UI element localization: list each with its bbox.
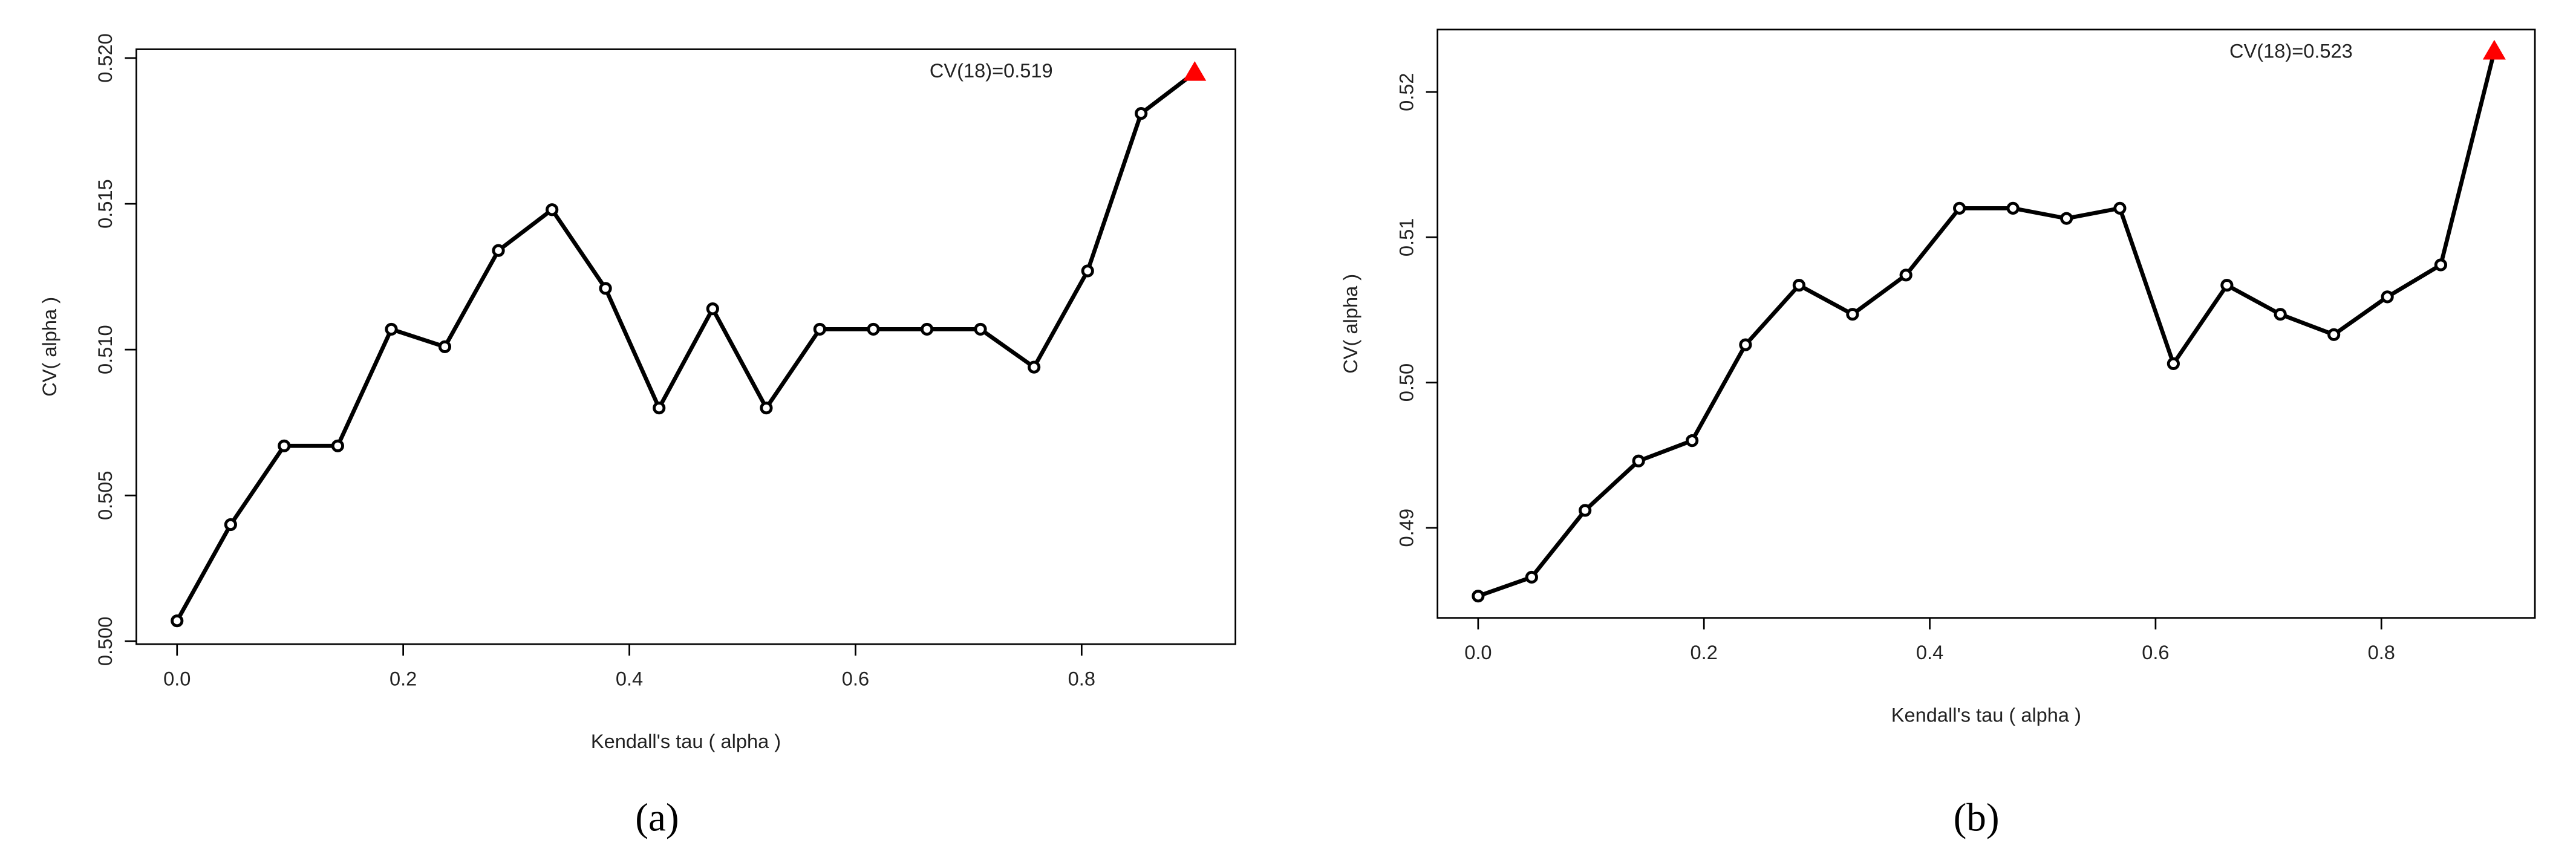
point [331,439,344,452]
point [760,402,773,415]
x-tick-label: 0.2 [1691,641,1718,663]
point [2060,212,2073,225]
y-tick-label: 0.510 [94,325,116,374]
series-line [175,71,1196,622]
panel-label: (b) [1954,796,2000,840]
point [1899,269,1912,282]
x-tick-label: 0.0 [1464,641,1492,663]
point [492,244,505,257]
point [599,282,612,295]
point [385,322,398,336]
point [867,322,880,336]
point [171,614,184,628]
point [546,203,559,217]
y-tick-label: 0.515 [94,179,116,229]
point [2006,201,2020,215]
x-tick-label: 0.8 [2368,641,2395,663]
point [653,402,666,415]
x-axis-label: Kendall's tau ( alpha ) [591,730,781,752]
point [1739,338,1752,351]
y-tick-label: 0.52 [1395,73,1417,111]
highlight-point [2482,39,2506,60]
point [278,439,291,452]
point [706,302,719,316]
x-tick-label: 0.0 [163,668,191,690]
point [1081,264,1094,278]
point [813,322,826,336]
point [1525,570,1538,584]
point [2220,279,2234,292]
panel-label: (a) [635,796,679,840]
point [2434,258,2448,272]
y-axis-label: CV( alpha ) [38,297,60,397]
point [224,518,237,532]
point [1472,590,1485,603]
point [1632,454,1645,467]
x-tick-label: 0.6 [2142,641,2169,663]
point [1135,107,1148,120]
y-tick-label: 0.50 [1395,363,1417,402]
point [1953,201,1966,215]
x-tick-label: 0.6 [842,668,869,690]
plot-frame [135,48,1236,645]
x-tick-label: 0.2 [390,668,417,690]
x-axis-label: Kendall's tau ( alpha ) [1891,703,2081,726]
point [920,322,934,336]
x-tick-label: 0.4 [616,668,643,690]
y-tick-label: 0.520 [94,33,116,83]
point [2327,328,2341,341]
point [1686,434,1699,448]
point [2274,308,2287,321]
x-tick-label: 0.4 [1916,641,1943,663]
y-tick-label: 0.505 [94,470,116,520]
point [2381,290,2394,304]
point [1028,360,1041,374]
point [1579,504,1592,517]
point [1846,308,1859,321]
y-axis-label: CV( alpha ) [1339,274,1361,374]
x-tick-label: 0.8 [1068,668,1095,690]
point [1792,279,1805,292]
y-tick-label: 0.49 [1395,509,1417,547]
series-line [1477,51,2497,598]
annotation: CV(18)=0.519 [930,59,1053,82]
point [2167,357,2180,370]
point [974,322,987,336]
point [2113,201,2127,215]
y-tick-label: 0.500 [94,617,116,666]
highlight-point [1183,61,1207,81]
point [438,340,452,353]
y-tick-label: 0.51 [1395,218,1417,256]
annotation: CV(18)=0.523 [2229,40,2353,62]
plot-frame [1436,28,2536,619]
